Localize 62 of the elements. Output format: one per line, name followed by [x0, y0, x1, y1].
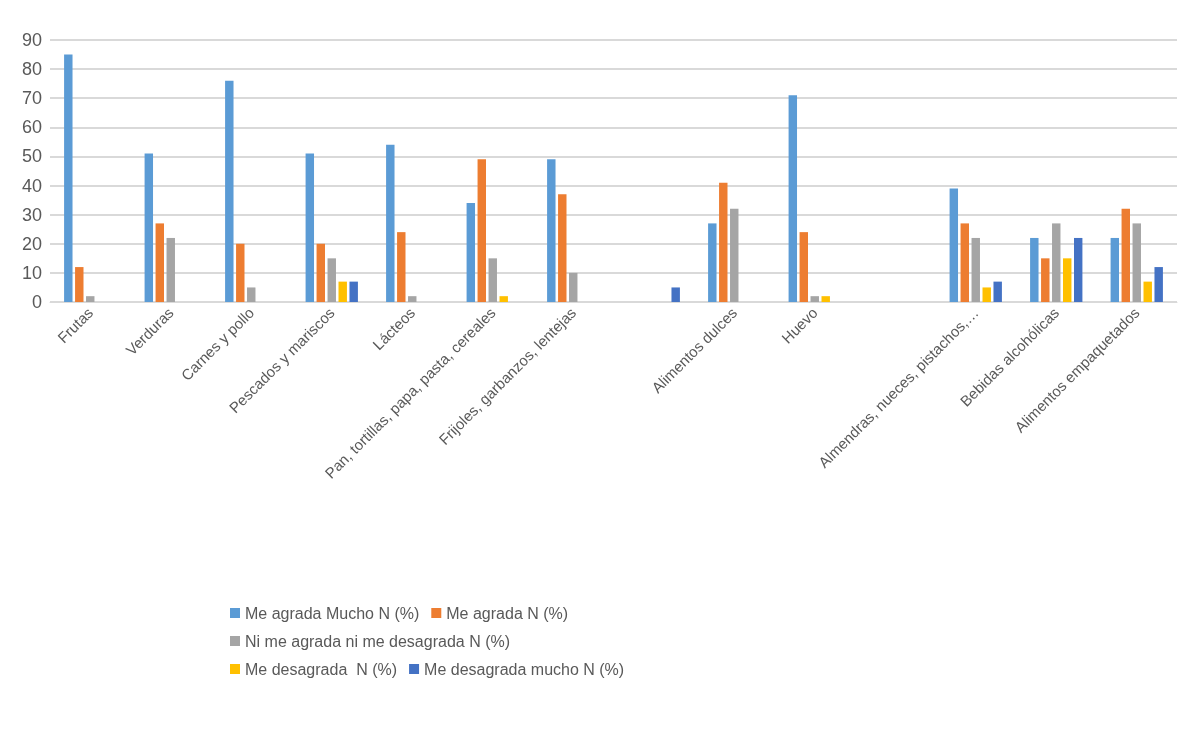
bar: [338, 281, 347, 302]
legend-label: Me agrada Mucho N (%): [245, 604, 420, 622]
bar: [236, 243, 245, 302]
bar: [1132, 223, 1141, 302]
bar: [1041, 258, 1050, 302]
legend-label: Me agrada N (%): [446, 604, 569, 622]
bar: [569, 272, 578, 302]
bar: [247, 287, 256, 302]
bar: [1073, 237, 1083, 302]
y-tick-label: 20: [21, 233, 42, 254]
y-tick-label: 10: [21, 262, 42, 283]
bar: [1121, 208, 1130, 302]
bar: [547, 159, 556, 302]
bar: [671, 287, 680, 302]
bar: [1154, 267, 1163, 302]
bar: [810, 296, 819, 302]
bar: [316, 243, 325, 302]
bar: [349, 281, 358, 302]
bar: [1110, 237, 1120, 302]
bar: [1143, 281, 1152, 302]
bar: [719, 182, 728, 302]
legend-label: Me desagrada mucho N (%): [424, 660, 625, 678]
bar: [75, 267, 84, 302]
bar: [982, 287, 991, 302]
y-tick-label: 30: [21, 204, 42, 225]
bar: [949, 188, 959, 302]
bar: [327, 258, 336, 302]
bar: [225, 80, 234, 302]
bar: [477, 159, 486, 302]
y-tick-label: 50: [21, 146, 42, 167]
bar: [155, 223, 164, 302]
bar: [144, 153, 154, 302]
bar: [64, 54, 73, 302]
y-tick-label: 90: [21, 30, 42, 50]
y-tick-label: 40: [21, 175, 42, 196]
bar: [1052, 223, 1061, 302]
y-tick-label: 80: [21, 59, 42, 80]
bar: [960, 223, 969, 302]
y-tick-label: 70: [21, 88, 42, 109]
bar: [558, 194, 567, 302]
bar: [466, 203, 476, 302]
bar: [397, 232, 406, 302]
bar: [708, 223, 717, 302]
bar: [499, 296, 508, 302]
bar: [386, 144, 395, 302]
bar: [166, 237, 175, 302]
bar: [799, 232, 808, 302]
bar: [305, 153, 315, 302]
bar: [1063, 258, 1072, 302]
bar: [971, 237, 980, 302]
legend-label: Ni me agrada ni me desagrada N (%): [245, 632, 511, 650]
bar: [993, 281, 1002, 302]
y-tick-label: 60: [21, 117, 42, 138]
bar: [488, 258, 497, 302]
legend-label: Me desagrada N (%): [245, 660, 398, 678]
bar: [730, 208, 739, 302]
bar: [408, 296, 417, 302]
bar: [788, 95, 798, 302]
bar: [1030, 237, 1039, 302]
bar: [821, 296, 830, 302]
bar: [86, 296, 95, 302]
y-tick-label: 0: [31, 292, 42, 312]
